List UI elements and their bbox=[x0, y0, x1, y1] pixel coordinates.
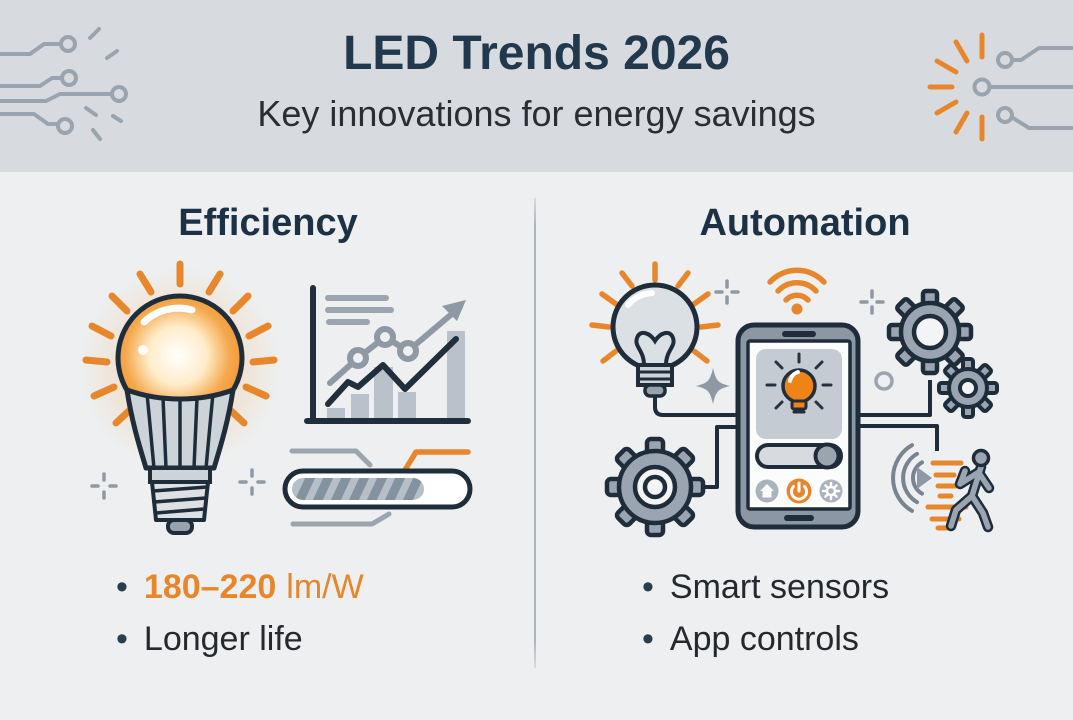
header-band: LED Trends 2026 Key innovations for ener… bbox=[0, 0, 1073, 172]
idea-bulb-icon bbox=[589, 261, 721, 398]
bullet-dot: • bbox=[642, 568, 654, 606]
efficiency-bullet-list: • 180–220 lm/W • Longer life bbox=[116, 568, 364, 672]
smartphone-icon bbox=[735, 322, 861, 530]
circle-accent-icon bbox=[874, 371, 894, 391]
circuit-decoration-left-icon bbox=[0, 27, 128, 141]
page-subtitle: Key innovations for energy savings bbox=[257, 93, 816, 134]
power-button[interactable] bbox=[786, 478, 812, 504]
home-icon bbox=[760, 484, 774, 498]
list-item: • Longer life bbox=[116, 620, 364, 672]
bullet-dot: • bbox=[116, 568, 128, 606]
progress-bar-icon bbox=[282, 448, 473, 527]
efficiency-illustration bbox=[80, 260, 473, 535]
walking-person-icon bbox=[945, 448, 995, 533]
section-heading-efficiency: Efficiency bbox=[178, 202, 358, 244]
circuit-decoration-right-icon bbox=[927, 32, 1073, 142]
connector-lines bbox=[653, 380, 939, 489]
wifi-icon bbox=[767, 267, 827, 315]
column-divider bbox=[534, 198, 536, 668]
list-item: • App controls bbox=[642, 620, 889, 672]
automation-bullet-text: App controls bbox=[669, 620, 859, 658]
list-item: • 180–220 lm/W bbox=[116, 568, 364, 620]
gears-icon bbox=[886, 288, 999, 419]
bullet-dot: • bbox=[116, 620, 128, 658]
efficiency-bullet-text: Longer life bbox=[143, 620, 303, 658]
power-icon bbox=[790, 481, 808, 501]
crosshair-icon bbox=[90, 468, 266, 500]
bullet-dot: • bbox=[642, 620, 654, 658]
automation-bullet-list: • Smart sensors • App controls bbox=[642, 568, 889, 672]
gear-icon bbox=[821, 481, 841, 501]
automation-illustration bbox=[589, 261, 999, 538]
gear-icon bbox=[604, 436, 706, 538]
list-item: • Smart sensors bbox=[642, 568, 889, 620]
page-title: LED Trends 2026 bbox=[343, 27, 730, 80]
toggle-slider[interactable] bbox=[755, 442, 843, 470]
sparkle-icon bbox=[696, 368, 730, 404]
app-bulb-icon bbox=[765, 352, 833, 414]
settings-button[interactable] bbox=[819, 479, 843, 503]
efficiency-unit: lm/W bbox=[286, 568, 364, 606]
crosshair-icon bbox=[714, 279, 885, 315]
efficiency-value: 180–220 bbox=[143, 568, 277, 606]
home-button[interactable] bbox=[755, 479, 779, 503]
growth-chart-icon bbox=[304, 285, 471, 424]
glowing-led-bulb-icon bbox=[80, 260, 280, 535]
automation-bullet-text: Smart sensors bbox=[669, 568, 890, 606]
section-heading-automation: Automation bbox=[699, 202, 911, 244]
